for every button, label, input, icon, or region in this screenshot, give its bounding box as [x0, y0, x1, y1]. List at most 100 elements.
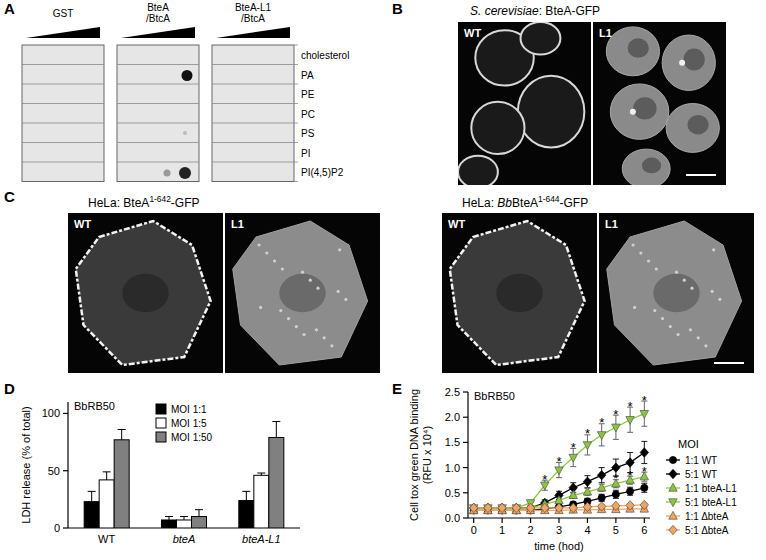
blot-row-line	[22, 142, 104, 143]
y-tick	[63, 413, 68, 414]
concentration-ramp	[26, 27, 100, 38]
x-tick-label: 3	[556, 524, 562, 536]
x-tick-label: 5	[613, 524, 619, 536]
point	[626, 417, 634, 425]
blot-spot	[183, 131, 187, 135]
y-tick	[463, 492, 468, 493]
error-cap	[613, 459, 619, 460]
significance-mark: *	[556, 454, 561, 469]
legend-marker	[669, 483, 677, 491]
title-part: Bb	[497, 196, 512, 210]
speckle	[323, 336, 326, 339]
blot-row-line	[294, 84, 298, 85]
blot-row-line	[212, 64, 294, 65]
micrograph: L1	[593, 22, 726, 188]
error-stem	[91, 491, 92, 501]
image-label: WT	[448, 218, 465, 230]
y-tick	[463, 442, 468, 443]
speckle	[265, 251, 268, 254]
error-stem	[121, 429, 122, 439]
hela-cell	[607, 221, 742, 365]
vacuole	[683, 48, 704, 70]
x-tick	[502, 518, 503, 523]
error-cap	[103, 471, 111, 472]
error-bar	[641, 483, 647, 492]
blot-spot	[164, 170, 171, 177]
bar	[254, 475, 269, 528]
y-axis	[67, 402, 68, 528]
x-tick	[644, 518, 645, 523]
blot-row-line	[212, 103, 294, 104]
point	[526, 503, 534, 512]
point	[469, 503, 477, 512]
blot-membrane	[117, 45, 199, 182]
yeast-cell	[458, 156, 498, 185]
blot-row-line	[294, 45, 298, 46]
legend-label: 5:1 WT	[685, 469, 717, 480]
bar	[177, 520, 192, 528]
x-axis-title: time (hod)	[534, 540, 584, 552]
error-stem	[199, 510, 200, 517]
legend-label: MOI 1:1	[171, 404, 207, 415]
significance-mark: *	[642, 393, 647, 408]
x-tick-label: bteA	[173, 533, 196, 545]
x-tick	[473, 518, 474, 523]
micrograph: WT	[458, 22, 591, 188]
title-part: 1-644	[538, 194, 560, 204]
title-part: HeLa:	[462, 196, 497, 210]
y-axis-title-line: Cell tox green DNA binding	[408, 389, 420, 521]
legend-marker	[669, 525, 677, 534]
bar	[269, 438, 284, 528]
micrograph: L1	[599, 213, 754, 373]
speckle	[675, 271, 678, 274]
figure: AGSTBteA/BtcABteA-L1/BtcAcholesterolPAPE…	[0, 0, 766, 560]
error-cap	[613, 439, 619, 440]
blot-row-line	[212, 162, 294, 163]
y-tick-label: 2.0	[445, 411, 460, 423]
significance-mark: *	[585, 426, 590, 441]
bar	[84, 502, 99, 528]
speckle	[711, 290, 714, 293]
error-cap	[257, 473, 265, 474]
error-cap	[165, 516, 173, 517]
x-tick-label: bteA-L1	[242, 533, 281, 545]
image-content	[233, 221, 368, 365]
legend-title: MOI	[678, 438, 699, 450]
error-cap	[118, 429, 126, 430]
error-bar	[627, 487, 633, 495]
panel-label: C	[4, 188, 15, 205]
panel-label: E	[392, 380, 402, 397]
x-tick	[558, 518, 559, 523]
bright-spot	[679, 60, 685, 66]
error-cap	[88, 491, 96, 492]
lipid-label: PS	[301, 128, 315, 139]
yeast-cell	[622, 149, 670, 185]
y-tick-label: 1.0	[445, 462, 460, 474]
concentration-ramp	[216, 27, 290, 38]
error-cap	[242, 491, 250, 492]
bar	[114, 440, 129, 528]
error-cap	[272, 421, 280, 422]
series-group	[469, 401, 648, 514]
y-tick	[463, 517, 468, 518]
legend-label: MOI 1:50	[171, 432, 213, 443]
legend-marker	[669, 456, 676, 463]
speckle	[316, 287, 319, 290]
bar	[192, 517, 207, 528]
image-label: WT	[464, 27, 481, 39]
image-content	[450, 221, 585, 365]
speckle	[309, 279, 312, 282]
error-bar	[165, 517, 173, 520]
yeast-cell	[606, 27, 659, 76]
point	[612, 491, 619, 498]
image-background	[68, 213, 223, 373]
error-cap	[584, 475, 590, 476]
speckle	[273, 259, 276, 262]
legend-label: 1:1 bteA-L1	[685, 483, 737, 494]
blot-row-line	[117, 103, 199, 104]
error-stem	[184, 517, 185, 520]
yeast-cell	[610, 84, 669, 139]
speckle	[712, 248, 715, 251]
error-cap	[641, 483, 647, 484]
title-part: BteA	[512, 196, 538, 210]
